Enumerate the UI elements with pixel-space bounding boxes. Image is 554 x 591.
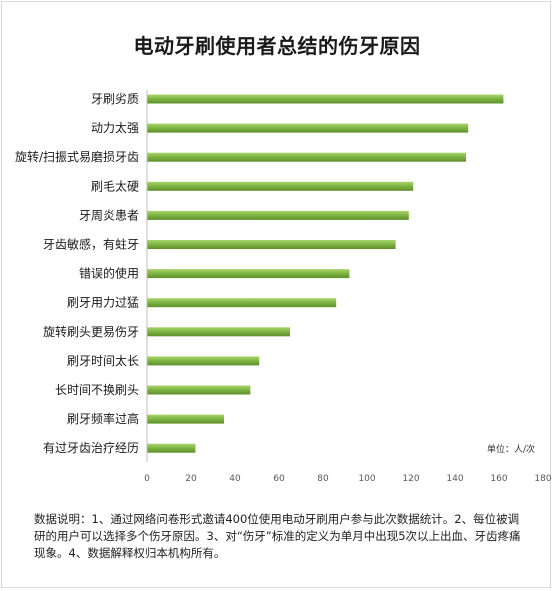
bar bbox=[147, 385, 251, 395]
chart-title: 电动牙刷使用者总结的伤牙原因 bbox=[133, 34, 421, 58]
bar bbox=[147, 269, 350, 279]
category-label: 牙周炎患者 bbox=[79, 208, 139, 222]
category-label: 长时间不换刷头 bbox=[55, 383, 139, 397]
bar bbox=[147, 443, 196, 453]
bar bbox=[147, 240, 396, 249]
category-label: 动力太强 bbox=[91, 120, 139, 135]
x-tick-label: 0 bbox=[144, 474, 150, 484]
bars-group bbox=[147, 94, 504, 453]
category-label: 错误的使用 bbox=[79, 266, 139, 281]
x-tick-label: 80 bbox=[317, 474, 329, 484]
bar bbox=[147, 152, 466, 162]
bar bbox=[147, 210, 409, 220]
category-label: 刷牙用力过猛 bbox=[67, 296, 139, 310]
x-tick-label: 180 bbox=[534, 474, 551, 484]
category-label: 旋转/扫振式易磨损牙齿 bbox=[15, 149, 139, 164]
bar bbox=[147, 94, 504, 104]
x-tick-label: 20 bbox=[185, 474, 197, 484]
bar bbox=[147, 298, 337, 308]
bar bbox=[147, 181, 414, 191]
category-label: 刷毛太硬 bbox=[91, 178, 139, 193]
category-labels-group: 牙刷劣质动力太强旋转/扫振式易磨损牙齿刷毛太硬牙周炎患者牙齿敏感，有蛀牙错误的使… bbox=[15, 92, 139, 455]
category-label: 刷牙时间太长 bbox=[67, 353, 139, 368]
x-tick-label: 100 bbox=[358, 474, 375, 484]
category-label: 有过牙齿治疗经历 bbox=[43, 441, 139, 455]
x-tick-label: 120 bbox=[402, 474, 419, 484]
bar bbox=[147, 327, 290, 337]
bar bbox=[147, 356, 260, 366]
bar bbox=[147, 123, 469, 133]
category-label: 旋转刷头更易伤牙 bbox=[43, 324, 139, 339]
category-label: 牙刷劣质 bbox=[91, 92, 139, 106]
unit-label: 单位：人/次 bbox=[487, 443, 535, 455]
x-tick-label: 60 bbox=[273, 474, 285, 484]
category-label: 牙齿敏感，有蛀牙 bbox=[43, 237, 139, 252]
bar bbox=[147, 414, 224, 424]
data-note: 数据说明：1、通过网络问卷形式邀请400位使用电动牙刷用户参与此次数据统计。2、… bbox=[34, 512, 521, 560]
x-tick-label: 160 bbox=[490, 474, 507, 484]
category-label: 刷牙频率过高 bbox=[67, 411, 139, 426]
x-tick-labels-group: 0 20 40 60 80 100 120 140 160 180 bbox=[144, 474, 552, 484]
x-tick-label: 40 bbox=[229, 474, 241, 484]
x-tick-label: 140 bbox=[446, 474, 463, 484]
